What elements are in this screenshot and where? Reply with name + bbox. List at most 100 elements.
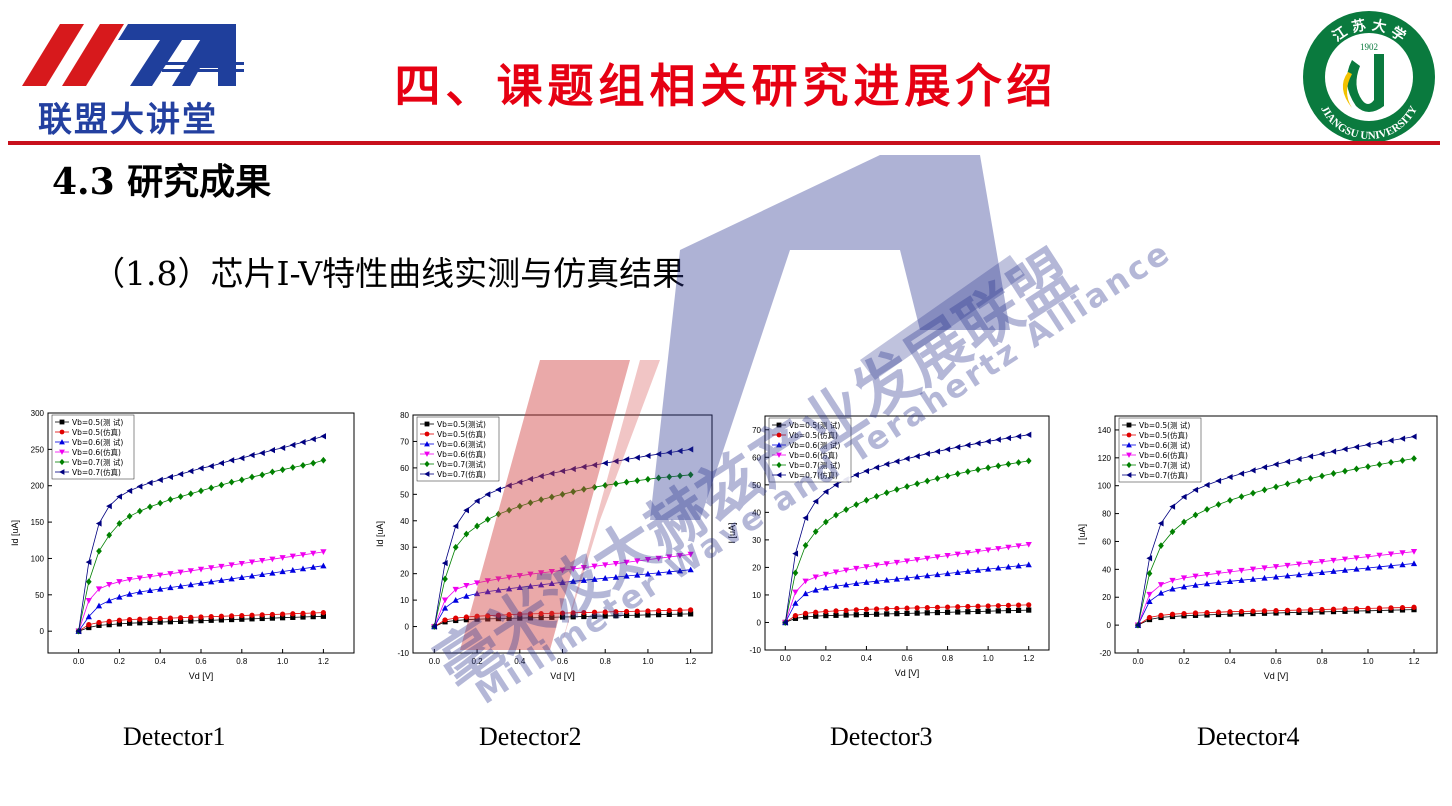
data-point <box>602 609 608 615</box>
data-point <box>985 438 991 445</box>
data-point <box>310 436 316 443</box>
data-point <box>299 565 307 572</box>
data-point <box>484 588 491 595</box>
data-point <box>602 575 609 581</box>
data-point <box>228 478 235 486</box>
data-point <box>863 579 870 585</box>
data-point <box>1203 481 1210 489</box>
x-tick-label: 0.6 <box>901 654 913 663</box>
data-point <box>527 611 534 617</box>
data-point <box>964 568 971 574</box>
data-point <box>1365 463 1371 470</box>
data-point <box>904 483 910 490</box>
y-tick-label: 150 <box>31 518 45 527</box>
data-point <box>1215 477 1222 484</box>
data-point <box>863 467 870 475</box>
data-point <box>137 620 143 626</box>
data-point <box>1180 583 1188 590</box>
data-point <box>1273 608 1279 614</box>
data-point <box>453 615 459 621</box>
x-tick-label: 1.2 <box>318 657 330 666</box>
data-point <box>688 611 694 617</box>
data-point <box>1005 608 1012 614</box>
y-tick-label: 60 <box>1102 537 1111 546</box>
data-point <box>1318 559 1326 565</box>
data-point <box>1169 577 1176 584</box>
data-point <box>506 612 512 618</box>
data-point <box>570 566 577 573</box>
data-point <box>517 611 523 617</box>
legend-marker <box>59 419 65 425</box>
data-point <box>1399 604 1406 611</box>
data-point <box>1157 589 1165 596</box>
data-point <box>238 560 245 567</box>
data-point <box>677 472 683 480</box>
data-point <box>623 572 630 579</box>
data-point <box>1192 486 1199 494</box>
data-point <box>1272 564 1280 570</box>
data-point <box>975 608 981 615</box>
y-axis-label: Id [uA] <box>10 520 20 546</box>
legend-label: Vb=0.7(仿真) <box>437 469 486 479</box>
data-point <box>96 547 102 555</box>
data-point <box>106 531 113 539</box>
data-point <box>813 609 819 615</box>
page-title: 四、课题组相关研究进展介绍 <box>394 59 1058 113</box>
y-tick-label: 30 <box>752 536 761 545</box>
data-point <box>1250 489 1256 497</box>
data-point <box>823 612 829 619</box>
data-point <box>1296 477 1302 485</box>
y-tick-label: 50 <box>752 481 761 490</box>
data-point <box>259 615 265 622</box>
data-point <box>623 612 630 619</box>
data-point <box>843 581 850 588</box>
data-point <box>883 461 890 468</box>
data-point <box>570 610 576 616</box>
data-point <box>802 614 809 620</box>
data-point <box>116 579 123 585</box>
data-point <box>126 512 133 520</box>
data-point <box>853 501 860 509</box>
data-point <box>656 608 662 614</box>
data-point <box>832 569 840 576</box>
data-point <box>208 565 215 572</box>
data-point <box>591 563 598 570</box>
data-point <box>1376 563 1383 570</box>
data-point <box>548 493 555 501</box>
data-point <box>1388 605 1394 611</box>
legend-box <box>768 417 852 483</box>
y-tick-label: 0 <box>1107 621 1112 630</box>
data-point <box>259 449 265 457</box>
data-point <box>228 457 235 464</box>
data-point <box>300 614 306 620</box>
data-point <box>1261 464 1268 471</box>
data-point <box>157 615 163 622</box>
data-point <box>965 603 971 610</box>
data-point <box>538 472 544 480</box>
data-point <box>623 478 630 486</box>
data-point <box>269 556 276 563</box>
data-point <box>116 520 123 527</box>
data-point <box>431 623 437 630</box>
data-point <box>687 566 694 573</box>
data-point <box>934 448 941 455</box>
data-point <box>280 611 286 617</box>
data-point <box>238 454 245 462</box>
data-point <box>903 574 911 581</box>
data-point <box>995 546 1002 552</box>
data-point <box>1180 493 1187 500</box>
data-point <box>269 615 275 621</box>
y-tick-label: 10 <box>752 591 761 600</box>
data-point <box>259 571 266 578</box>
caption-detector4: Detector4 <box>1197 722 1300 751</box>
data-point <box>1319 472 1325 480</box>
data-point <box>1307 475 1314 482</box>
data-point <box>833 511 839 519</box>
x-tick-label: 0.8 <box>600 657 612 666</box>
data-point <box>1273 483 1279 491</box>
data-point <box>127 620 133 626</box>
data-point <box>1249 467 1256 474</box>
data-point <box>463 614 469 620</box>
data-point <box>452 522 459 530</box>
data-point <box>612 573 620 580</box>
